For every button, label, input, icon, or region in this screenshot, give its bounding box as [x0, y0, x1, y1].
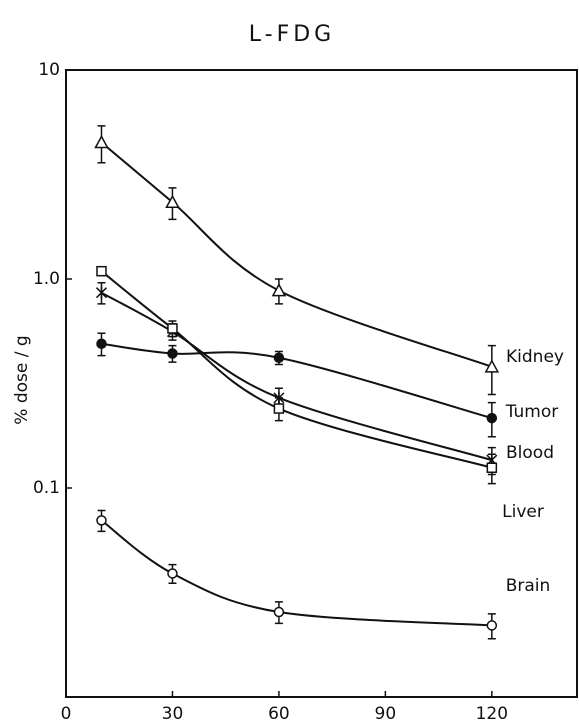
fit-curve [101, 342, 493, 420]
fit-curve [100, 519, 492, 627]
marker [271, 283, 287, 297]
marker [96, 265, 107, 277]
x-tick-label: 0 [61, 704, 72, 724]
y-tick-label: 10 [38, 60, 60, 80]
series-label: Kidney [506, 347, 564, 367]
x-tick-label: 60 [268, 704, 290, 724]
series-label: Blood [506, 443, 554, 463]
y-axis-label: % dose / g [12, 335, 32, 424]
y-tick-label: 0.1 [33, 478, 60, 498]
fit-curve [100, 270, 493, 469]
marker [486, 462, 498, 473]
plot-frame [65, 69, 578, 698]
fit-curve [101, 291, 493, 462]
x-tick-label: 120 [476, 704, 508, 724]
series-label: Tumor [505, 402, 559, 422]
marker [167, 323, 178, 334]
marker [484, 359, 500, 373]
x-tick-label: 90 [375, 704, 397, 724]
series-label: Liver [502, 502, 544, 522]
marker [167, 568, 178, 579]
marker [486, 412, 498, 424]
series-label: Brain [506, 576, 551, 596]
fit-curve [100, 141, 493, 368]
marker [273, 606, 285, 618]
marker [273, 403, 285, 414]
marker [94, 134, 109, 149]
chart-title: L-FDG [249, 22, 335, 47]
marker [95, 286, 108, 299]
marker [273, 352, 285, 363]
marker [165, 194, 180, 208]
marker [96, 338, 107, 349]
marker [486, 620, 498, 631]
marker [96, 515, 107, 526]
y-tick-label: 1.0 [33, 269, 60, 289]
marker [167, 348, 178, 359]
x-tick-label: 30 [162, 704, 184, 724]
